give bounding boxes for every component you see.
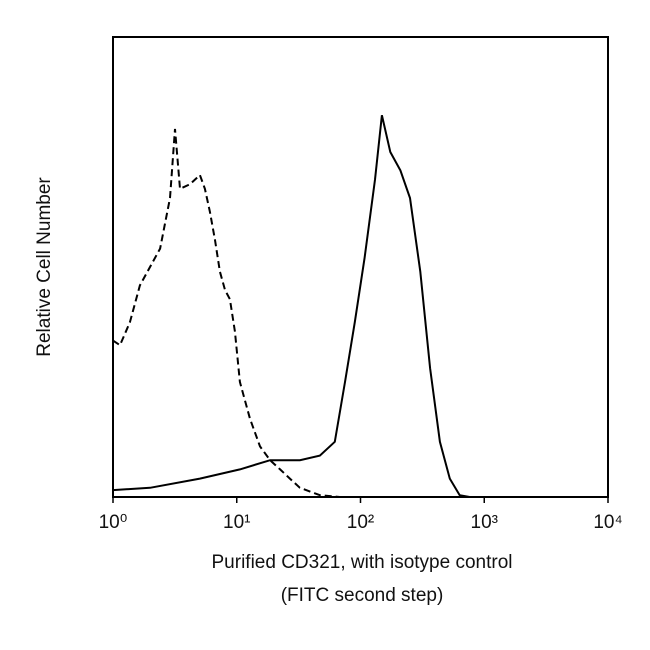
y-axis-label: Relative Cell Number xyxy=(34,177,55,357)
histogram-line xyxy=(112,128,340,498)
x-tick-label: 10¹ xyxy=(223,512,250,533)
x-axis-label: Purified CD321, with isotype control xyxy=(212,552,513,573)
x-tick-label: 10⁰ xyxy=(99,512,128,533)
x-tick-label: 10² xyxy=(347,512,374,533)
x-tick-label: 10⁴ xyxy=(593,512,622,533)
plot-frame xyxy=(112,36,609,498)
histogram-line xyxy=(112,114,470,498)
x-axis-label: (FITC second step) xyxy=(281,585,444,606)
x-tick-label: 10³ xyxy=(471,512,498,533)
